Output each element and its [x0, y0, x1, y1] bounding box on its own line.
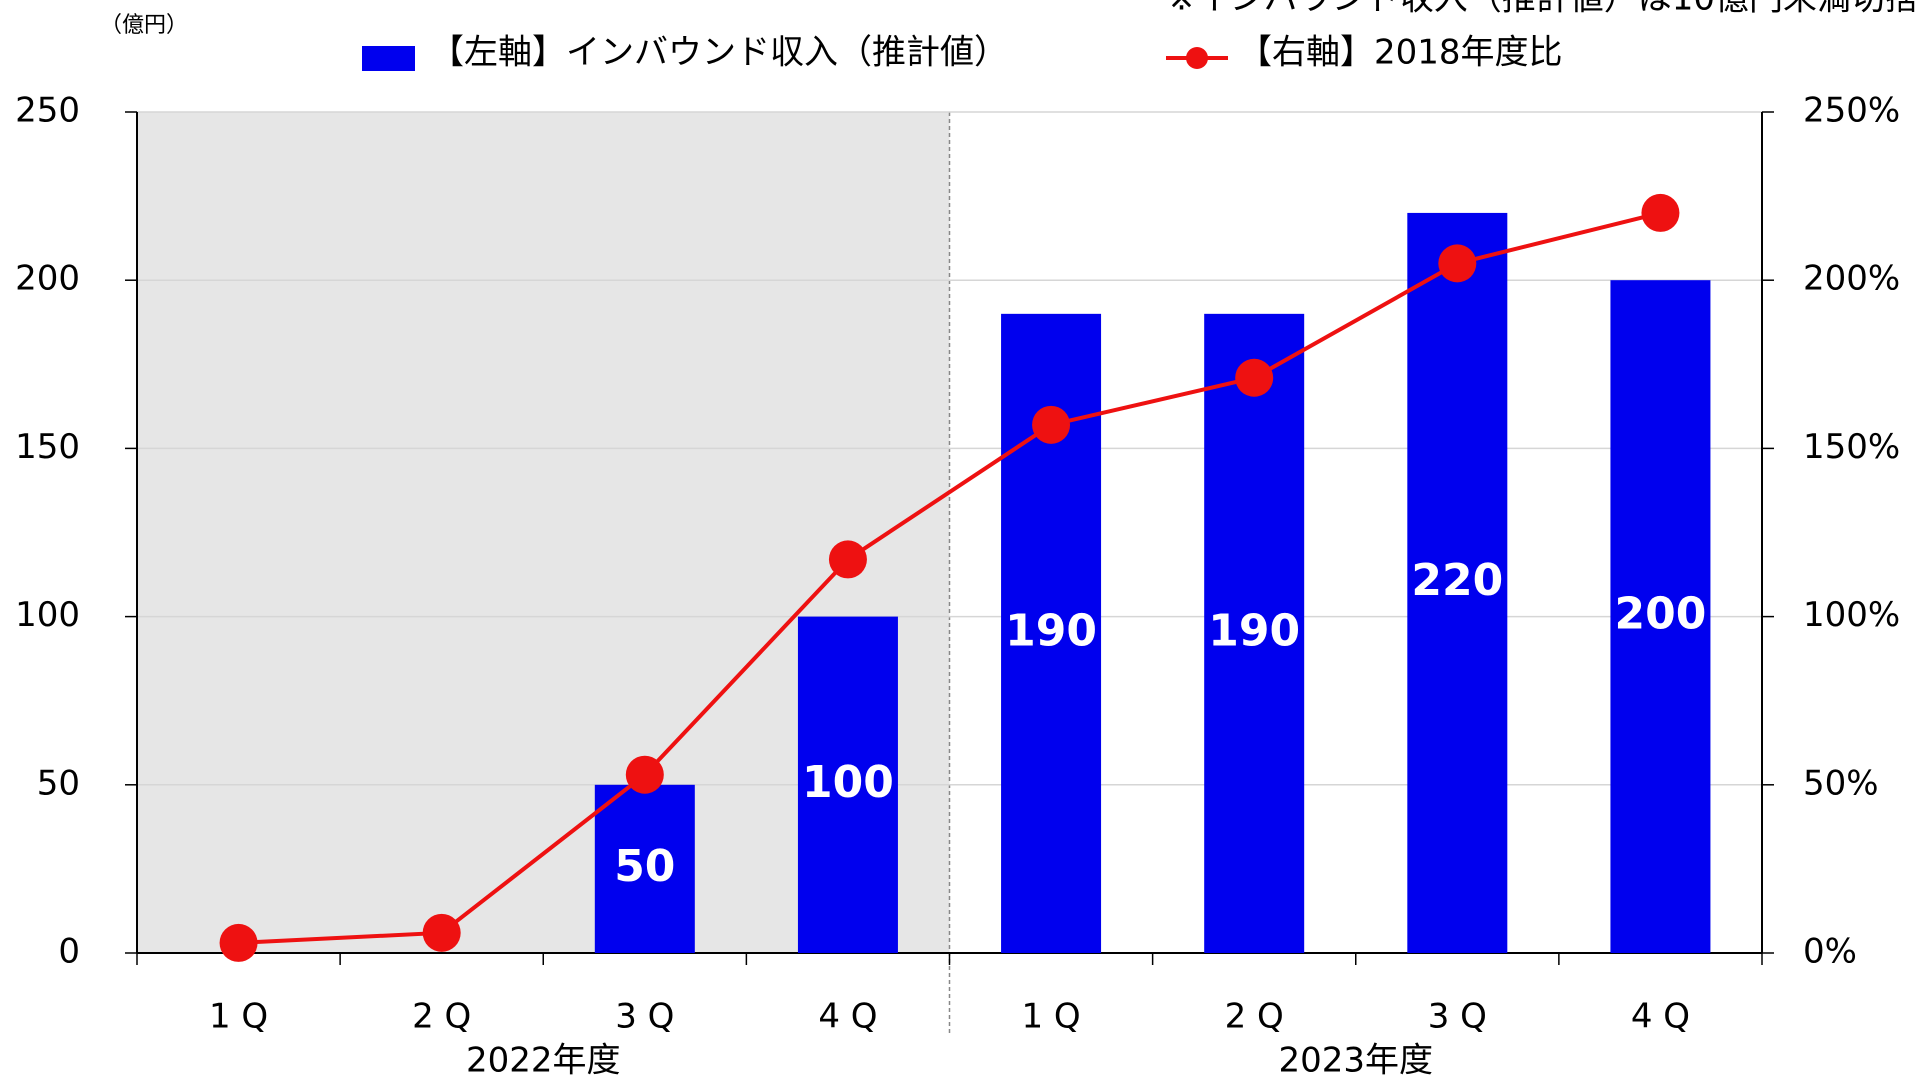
x-tick-label: 3 Q [1428, 997, 1487, 1037]
bar-value-label: 190 [1208, 605, 1300, 656]
x-tick-label: 4 Q [1631, 997, 1690, 1037]
bar [594, 784, 695, 953]
y-axis-unit: （億円） [100, 13, 188, 38]
legend-label: 【左軸】インバウンド収入（推計値） [430, 33, 1008, 73]
x-tick-label: 2 Q [1225, 997, 1284, 1037]
bar-value-label: 200 [1615, 589, 1707, 640]
line-point [828, 540, 867, 579]
note: ※インバウンド収入（推計値）は10億円未満切捨 [1167, 0, 1919, 19]
line-point [422, 913, 461, 952]
x-tick-label: 4 Q [818, 997, 877, 1037]
line-point [1641, 193, 1680, 232]
y2-tick-label: 200% [1803, 259, 1900, 299]
bar [1204, 313, 1305, 954]
y2-tick-label: 150% [1803, 427, 1900, 467]
line-point [1438, 244, 1477, 283]
bar-value-label: 50 [614, 841, 675, 892]
x-tick-label: 3 Q [615, 997, 674, 1037]
bar-value-label: 100 [802, 757, 894, 808]
y-tick-label: 50 [37, 763, 80, 803]
x-tick-label: 1 Q [1021, 997, 1080, 1037]
group-label: 2023年度 [1278, 1041, 1433, 1078]
y2-tick-label: 250% [1803, 91, 1900, 131]
bar-value-label: 220 [1411, 555, 1503, 606]
y-tick-label: 200 [15, 259, 80, 299]
y-tick-label: 0 [58, 932, 80, 972]
line-point [219, 923, 258, 962]
x-tick-label: 1 Q [209, 997, 268, 1037]
x-tick-label: 2 Q [412, 997, 471, 1037]
y-tick-label: 250 [15, 91, 80, 131]
y-tick-label: 150 [15, 427, 80, 467]
bar [797, 616, 898, 953]
y2-tick-label: 50% [1803, 763, 1879, 803]
group-label: 2022年度 [466, 1041, 621, 1078]
y2-tick-label: 100% [1803, 595, 1900, 635]
legend-swatch [362, 46, 415, 71]
line [238, 210, 1661, 945]
line-point [1235, 358, 1274, 397]
line-point [625, 755, 664, 794]
y-tick-label: 100 [15, 595, 80, 635]
bar [1610, 280, 1711, 953]
line-point [1032, 405, 1071, 444]
y2-tick-label: 0% [1803, 932, 1857, 972]
legend-swatch-point [1186, 47, 1208, 69]
bar-value-label: 190 [1005, 605, 1097, 656]
legend-label: 【右軸】2018年度比 [1238, 33, 1563, 73]
bar [1407, 212, 1508, 954]
